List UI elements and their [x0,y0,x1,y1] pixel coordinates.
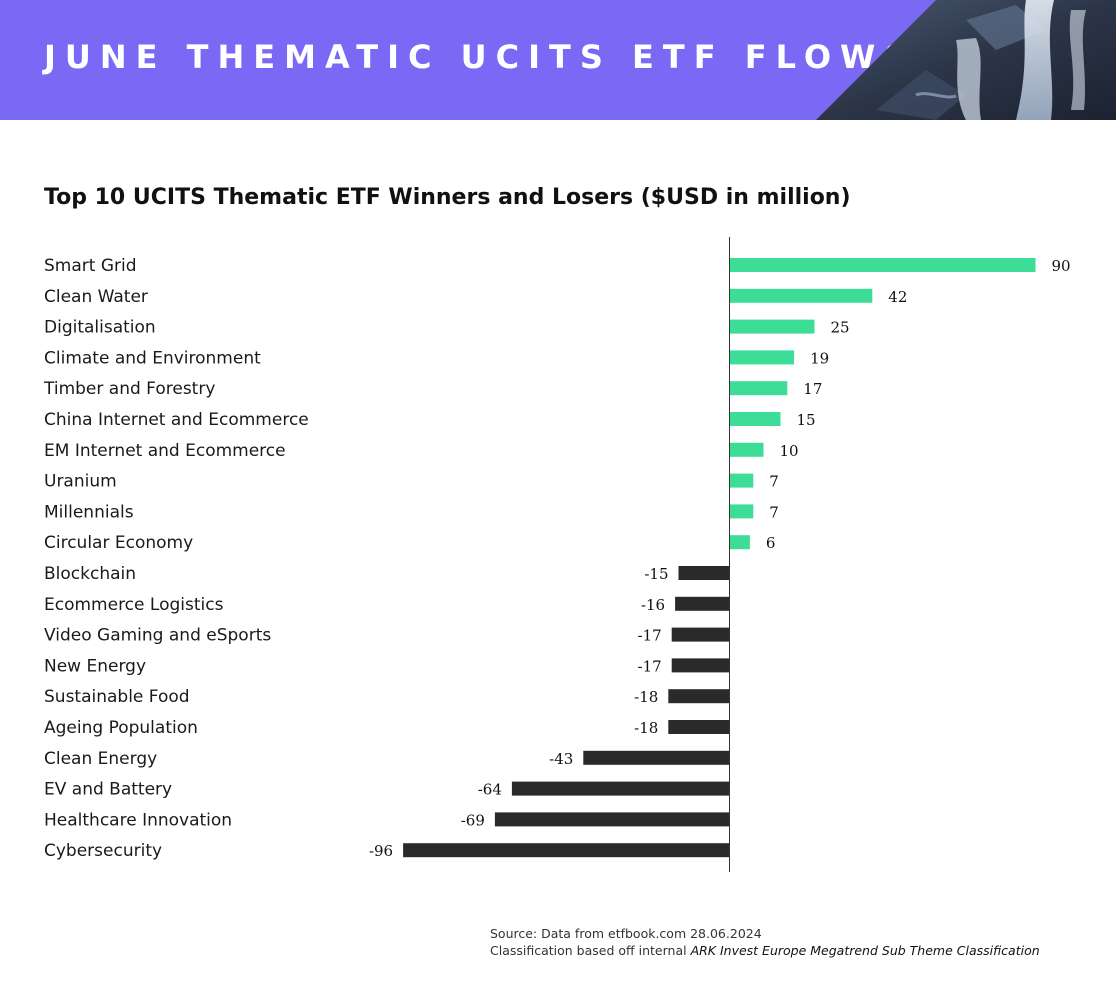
category-label-sustainable-food: Sustainable Food [44,687,190,707]
waterfall-photo [816,0,1116,120]
bar-millennials [729,504,754,519]
source-line: Source: Data from etfbook.com 28.06.2024 [490,926,762,941]
bar-climate-and-environment [729,350,795,365]
value-label-clean-water: 42 [888,288,907,306]
category-label-video-gaming-and-esports: Video Gaming and eSports [44,626,271,646]
value-label-ecommerce-logistics: -16 [641,596,665,614]
category-label-clean-water: Clean Water [44,287,148,307]
bar-china-internet-and-ecommerce [729,412,781,426]
category-label-digitalisation: Digitalisation [44,318,156,338]
bar-clean-energy [583,750,730,765]
category-label-new-energy: New Energy [44,656,146,676]
value-label-circular-economy: 6 [766,534,776,552]
category-label-em-internet-and-ecommerce: EM Internet and Ecommerce [44,441,286,461]
bar-ev-and-battery [511,781,730,796]
category-label-smart-grid: Smart Grid [44,256,137,276]
category-label-uranium: Uranium [44,472,117,492]
bar-video-gaming-and-esports [671,627,730,642]
value-label-cybersecurity: -96 [369,842,393,860]
bar-ecommerce-logistics [675,596,730,611]
category-label-timber-and-forestry: Timber and Forestry [43,379,215,399]
bar-chart: Smart Grid 90 Clean Water 42 Digitalisation 2… [43,237,1071,872]
category-label-healthcare-innovation: Healthcare Innovation [44,810,232,830]
bar-sustainable-food [668,689,730,704]
classification-line: Classification based off internal ARK In… [490,942,1040,959]
source-note: Source: Data from etfbook.com 28.06.2024… [490,925,1040,959]
banner-title: JUNE THEMATIC UCITS ETF FLOWS [44,38,917,76]
bar-digitalisation [729,319,815,334]
bar-em-internet-and-ecommerce [729,442,764,457]
bar-blockchain [678,566,730,580]
bar-clean-water [729,288,873,303]
value-label-uranium: 7 [769,473,779,491]
bar-healthcare-innovation [494,812,730,827]
value-label-sustainable-food: -18 [634,688,658,706]
bar-smart-grid [729,258,1036,272]
bar-cybersecurity [403,843,730,858]
value-label-new-energy: -17 [638,657,662,675]
category-label-china-internet-and-ecommerce: China Internet and Ecommerce [44,410,309,430]
value-label-blockchain: -15 [644,565,668,583]
value-label-digitalisation: 25 [831,319,850,337]
value-label-china-internet-and-ecommerce: 15 [797,411,816,429]
value-label-em-internet-and-ecommerce: 10 [780,442,799,460]
value-label-ageing-population: -18 [634,719,658,737]
chart-title: Top 10 UCITS Thematic ETF Winners and Lo… [44,185,851,210]
bar-uranium [729,473,754,488]
value-label-climate-and-environment: 19 [810,349,829,367]
category-label-millennials: Millennials [44,502,134,522]
bar-new-energy [671,658,730,673]
classification-prefix: Classification based off internal [490,943,691,958]
category-label-ev-and-battery: EV and Battery [44,780,172,800]
value-label-timber-and-forestry: 17 [803,380,822,398]
category-label-circular-economy: Circular Economy [44,533,193,553]
bar-circular-economy [729,535,750,550]
category-label-cybersecurity: Cybersecurity [44,841,162,861]
bar-ageing-population [668,720,730,734]
value-label-healthcare-innovation: -69 [461,811,485,829]
category-label-clean-energy: Clean Energy [44,749,157,769]
bar-timber-and-forestry [729,381,788,396]
value-label-smart-grid: 90 [1052,257,1071,275]
category-label-blockchain: Blockchain [44,564,136,584]
value-label-clean-energy: -43 [549,750,573,768]
classification-name: ARK Invest Europe Megatrend Sub Theme Cl… [690,943,1040,958]
header-banner: JUNE THEMATIC UCITS ETF FLOWS [0,0,1116,120]
category-label-ageing-population: Ageing Population [44,718,198,738]
value-label-millennials: 7 [769,503,779,521]
category-label-ecommerce-logistics: Ecommerce Logistics [44,595,224,615]
value-label-video-gaming-and-esports: -17 [638,627,662,645]
value-label-ev-and-battery: -64 [478,781,502,799]
category-label-climate-and-environment: Climate and Environment [44,348,261,368]
